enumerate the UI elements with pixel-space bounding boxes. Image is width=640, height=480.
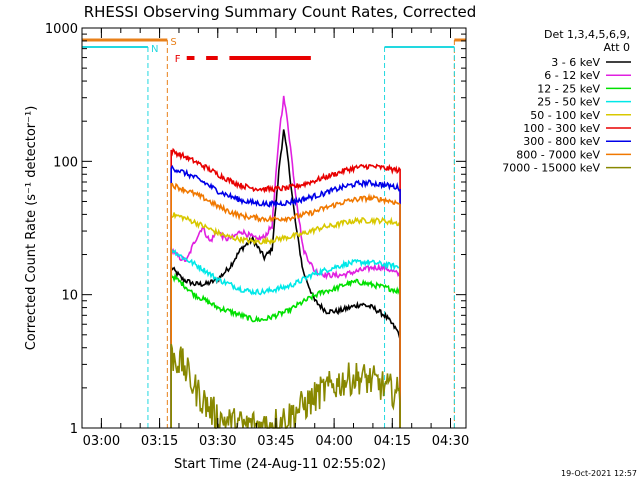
x-tick-label: 03:15 <box>141 434 178 449</box>
x-tick-label: 04:15 <box>374 434 411 449</box>
legend-label-2: 6 - 12 keV <box>544 69 600 82</box>
legend-label-6: 100 - 300 keV <box>523 122 600 135</box>
series-line-4 <box>170 246 401 428</box>
y-tick-label: 100 <box>53 155 78 170</box>
y-tick-label: 10 <box>61 289 78 304</box>
legend-label-1: 3 - 6 keV <box>551 56 600 69</box>
legend-label-7: 300 - 800 keV <box>523 135 600 148</box>
series-layer <box>170 95 401 429</box>
x-axis: 03:00 03:15 03:30 03:45 04:00 04:15 04:30 <box>81 28 469 449</box>
flare-label: F <box>175 54 181 65</box>
legend-header-line-1: Det 1,3,4,5,6,9, <box>544 28 630 41</box>
series-line-9 <box>170 343 401 429</box>
x-tick-label: 04:00 <box>315 434 352 449</box>
x-tick-label: 03:30 <box>199 434 236 449</box>
x-tick-label: 03:00 <box>83 434 120 449</box>
saa-label: S <box>170 37 176 48</box>
x-tick-label: 04:30 <box>432 434 469 449</box>
legend-label-3: 12 - 25 keV <box>537 82 600 95</box>
x-axis-label: Start Time (24-Aug-11 02:55:02) <box>174 457 386 472</box>
night-label: N <box>151 44 158 55</box>
y-tick-label: 1 <box>70 422 78 437</box>
legend-label-9: 7000 - 15000 keV <box>502 162 600 175</box>
series-line-3 <box>170 272 401 428</box>
plot-frame <box>81 27 467 429</box>
series-line-1 <box>170 129 401 428</box>
legend-label-4: 25 - 50 keV <box>537 96 600 109</box>
chart-title: RHESSI Observing Summary Count Rates, Co… <box>84 3 477 21</box>
annotation-layer: S N F <box>82 37 466 428</box>
series-line-6 <box>170 147 401 428</box>
legend-label-5: 50 - 100 keV <box>530 109 600 122</box>
y-axis: 1 10 100 1000 <box>45 22 466 437</box>
timestamp: 19-Oct-2021 12:57 <box>561 469 637 478</box>
y-axis-label: Corrected Count Rate (s⁻¹ detector⁻¹) <box>24 106 39 351</box>
x-tick-label: 03:45 <box>257 434 294 449</box>
series-line-8 <box>170 182 401 428</box>
series-line-7 <box>170 164 401 428</box>
legend-header-line-2: Att 0 <box>604 41 630 54</box>
legend-label-8: 800 - 7000 keV <box>516 148 600 161</box>
series-line-5 <box>170 212 401 428</box>
series-line-2 <box>170 95 401 428</box>
y-tick-label: 1000 <box>45 22 78 37</box>
